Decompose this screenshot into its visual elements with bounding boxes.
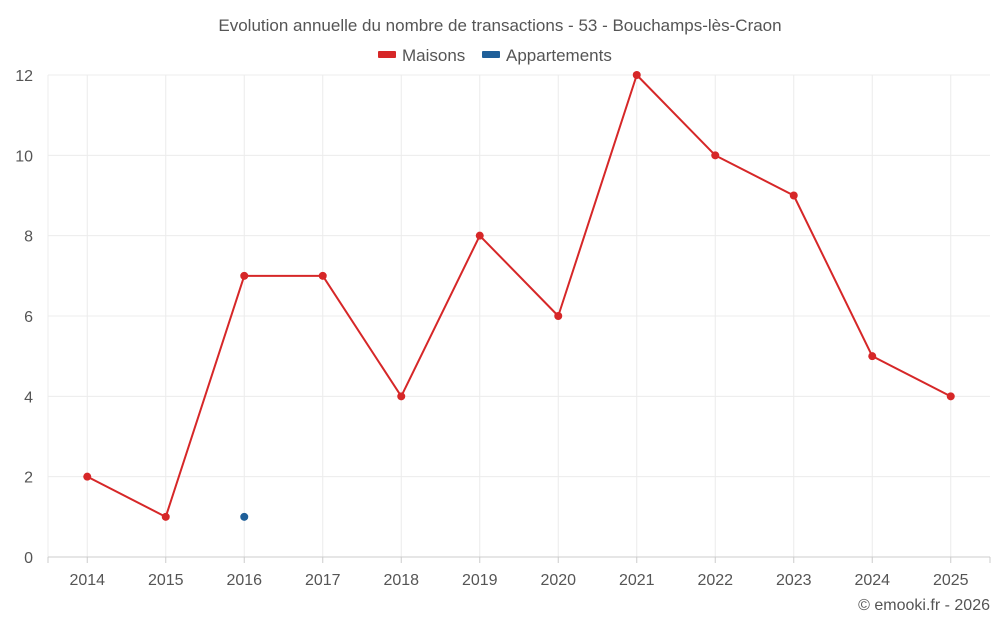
data-point-maisons[interactable] [83,472,92,481]
x-tick-label: 2019 [462,572,498,589]
legend-item-appartements[interactable]: Appartements [482,46,612,65]
data-point-maisons[interactable] [789,191,798,200]
x-tick-label: 2017 [305,572,341,589]
axes: 0 2 4 6 8 10 12 2014 2015 2016 2017 2018 2019 2020 202… [15,68,991,589]
data-point-maisons[interactable] [397,392,406,401]
x-tick-label: 2021 [619,572,655,589]
y-tick-label: 8 [24,229,33,246]
x-tick-label: 2015 [148,572,184,589]
data-point-maisons[interactable] [711,151,720,160]
data-point-maisons[interactable] [318,271,327,280]
data-point-appartements[interactable] [240,512,249,521]
legend-item-maisons[interactable]: Maisons [378,46,465,65]
data-point-maisons[interactable] [868,352,877,361]
x-tick-label: 2018 [383,572,419,589]
y-tick-label: 2 [24,470,33,487]
data-point-maisons[interactable] [554,312,563,320]
y-tick-label: 12 [15,68,33,85]
legend-swatch-appartements [482,51,500,58]
data-point-maisons[interactable] [946,392,955,401]
credit-text: © emooki.fr - 2026 [858,597,990,614]
x-tick-label: 2022 [697,572,733,589]
x-tick-label: 2023 [776,572,812,589]
chart-title: Evolution annuelle du nombre de transact… [218,16,781,35]
y-tick-label: 10 [15,148,33,165]
series [83,71,955,521]
data-point-maisons[interactable] [632,71,641,79]
data-point-maisons[interactable] [240,271,249,280]
x-tick-label: 2025 [933,572,969,589]
x-tick-label: 2016 [226,572,262,589]
data-point-maisons[interactable] [475,231,484,240]
legend-label-maisons: Maisons [402,46,465,65]
series-line-maisons [86,74,952,518]
x-tick-label: 2014 [69,572,105,589]
legend-label-appartements: Appartements [506,46,612,65]
legend-swatch-maisons [378,51,396,58]
y-tick-label: 0 [24,550,33,567]
data-point-maisons[interactable] [161,512,170,521]
y-tick-label: 4 [24,389,33,406]
grid [48,74,990,557]
y-tick-label: 6 [24,309,33,326]
x-tick-label: 2024 [854,572,890,589]
x-tick-label: 2020 [540,572,576,589]
legend: Maisons Appartements [378,46,612,65]
